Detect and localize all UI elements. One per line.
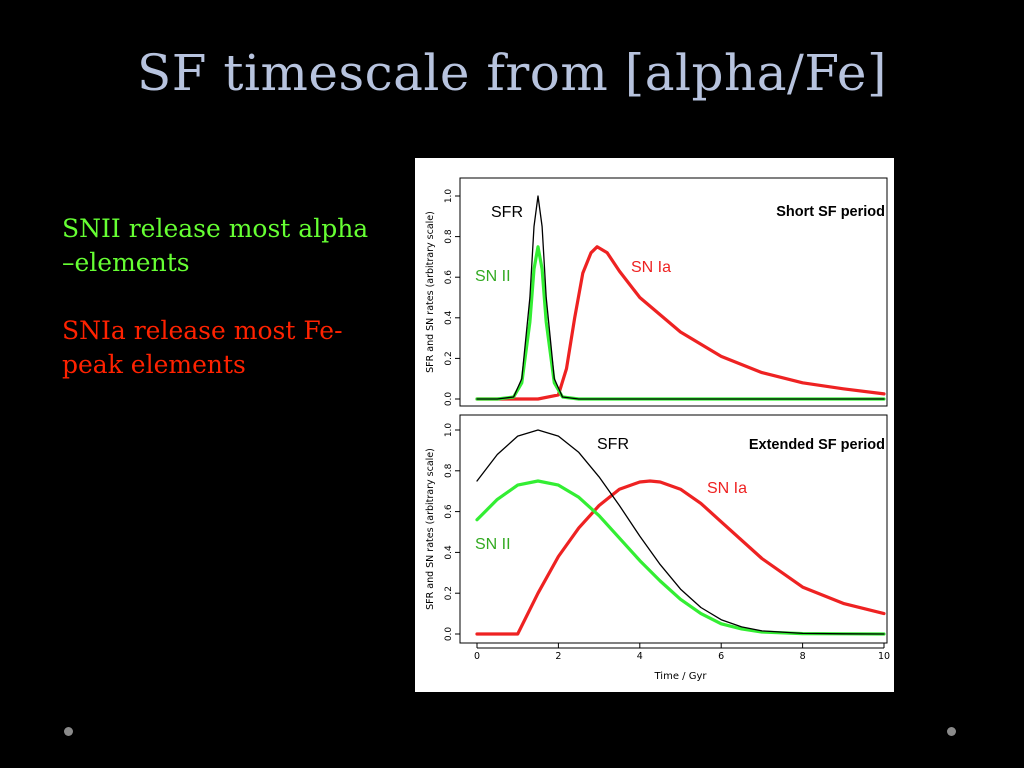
- bullet-snia: SNIa release most Fe-peak elements: [62, 316, 343, 379]
- panel-title: Extended SF period: [749, 437, 885, 453]
- chart-figure: 0.0 0.2 0.4 0.6 0.8 1.0 SFR and SN rates (arbi…: [415, 158, 894, 692]
- x-tick-label: 4: [637, 651, 643, 662]
- nav-next-dot[interactable]: [947, 727, 956, 736]
- y-tick-label: 0.6: [444, 270, 454, 285]
- bullet-list: SNII release most alpha –elements SNIa r…: [62, 212, 372, 382]
- bullet-snii: SNII release most alpha –elements: [62, 214, 369, 277]
- panel-title: Short SF period: [776, 204, 885, 220]
- series-label-sn-ii: SN II: [475, 268, 511, 285]
- x-tick-label: 0: [474, 651, 480, 662]
- y-tick-label: 1.0: [444, 189, 454, 204]
- y-axis-label: SFR and SN rates (arbitrary scale): [425, 211, 436, 373]
- series-line-sn-ii: [475, 245, 886, 401]
- series-line-sfr: [476, 195, 885, 400]
- x-tick-label: 8: [800, 651, 806, 662]
- x-tick-label: 6: [718, 651, 724, 662]
- x-tick-label: 2: [555, 651, 561, 662]
- x-axis-label: Time / Gyr: [654, 671, 708, 682]
- series-label-sn-ia: SN Ia: [631, 259, 671, 276]
- plot-frame-1: [459, 414, 888, 644]
- series-label-sn-ii: SN II: [475, 536, 511, 553]
- y-tick-label: 0.2: [444, 351, 454, 365]
- y-tick-label: 0.8: [444, 229, 454, 244]
- series-line-sfr: [476, 429, 885, 635]
- series-label-sfr: SFR: [597, 436, 629, 453]
- series-line-sn-ia: [475, 479, 886, 636]
- y-tick-label: 0.4: [444, 545, 454, 560]
- series-line-sn-ii: [475, 479, 886, 636]
- y-axis-label: SFR and SN rates (arbitrary scale): [425, 448, 436, 610]
- y-tick-label: 0.0: [444, 627, 454, 642]
- nav-previous-dot[interactable]: [64, 727, 73, 736]
- series-label-sfr: SFR: [491, 204, 523, 221]
- y-tick-label: 0.4: [444, 310, 454, 325]
- y-tick-label: 1.0: [444, 423, 454, 438]
- chart-svg: 0.0 0.2 0.4 0.6 0.8 1.0 SFR and SN rates (arbi…: [425, 177, 890, 682]
- plot-frame-0: [459, 177, 888, 407]
- series-label-sn-ia: SN Ia: [707, 480, 747, 497]
- y-tick-label: 0.0: [444, 392, 454, 407]
- y-tick-label: 0.2: [444, 586, 454, 600]
- y-tick-label: 0.8: [444, 463, 454, 478]
- series-line-sn-ia: [475, 245, 886, 401]
- slide-title: SF timescale from [alpha/Fe]: [137, 44, 887, 102]
- y-tick-label: 0.6: [444, 504, 454, 519]
- x-tick-label: 10: [878, 651, 890, 662]
